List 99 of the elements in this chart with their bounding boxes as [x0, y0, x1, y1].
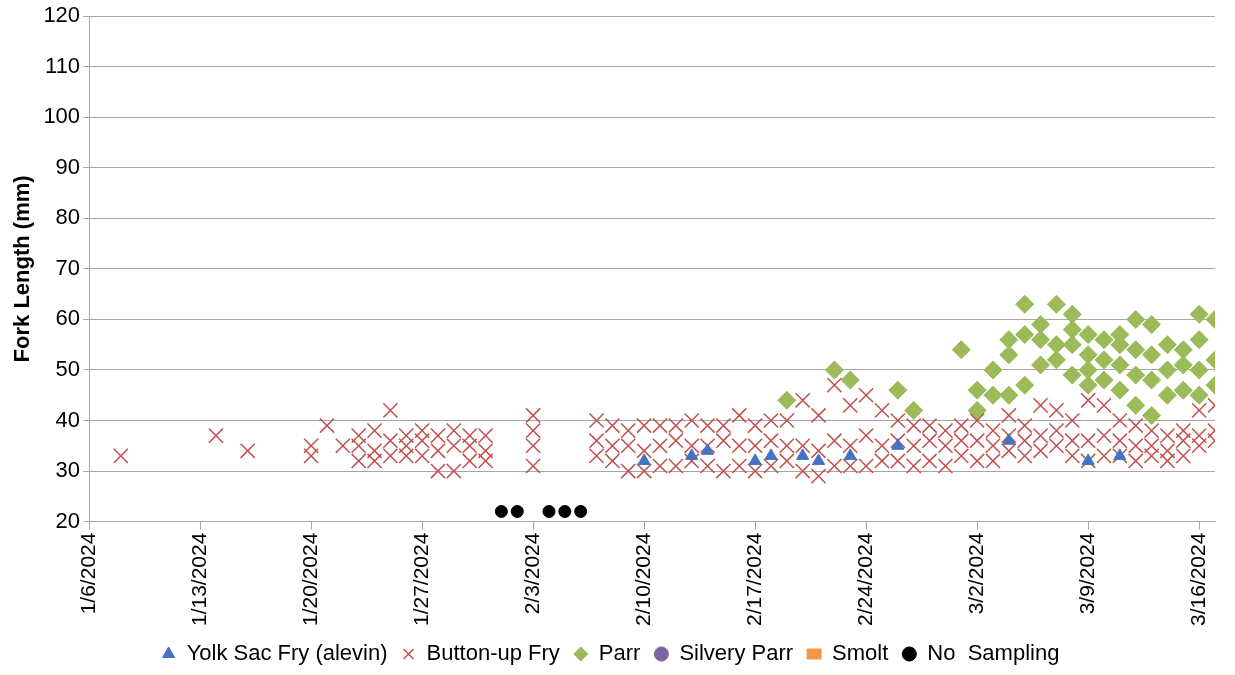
y-tick-label: 50: [55, 356, 81, 382]
point: [1189, 385, 1209, 405]
y-tick-label: 90: [55, 153, 81, 179]
point: [510, 504, 524, 518]
y-tick-label: 30: [55, 457, 81, 483]
point: [967, 400, 987, 420]
point: [1157, 335, 1177, 355]
point: [700, 443, 715, 455]
point: [1142, 345, 1162, 365]
point: [1015, 325, 1035, 345]
point: [1142, 314, 1162, 334]
point: [1046, 335, 1066, 355]
y-tick-label: 110: [45, 52, 81, 78]
point: [1046, 294, 1066, 314]
y-tick-label: 20: [55, 507, 81, 533]
point: [777, 390, 797, 410]
point: [1173, 340, 1193, 360]
point: [1113, 448, 1127, 460]
point: [1126, 340, 1146, 360]
point: [637, 453, 651, 465]
y-tick-label: 40: [55, 406, 81, 432]
point: [1062, 304, 1082, 324]
point: [1078, 375, 1098, 395]
point: [888, 380, 908, 400]
point: [1081, 453, 1095, 465]
point: [1094, 370, 1114, 390]
point: [1094, 350, 1114, 370]
point: [764, 448, 778, 460]
point: [1126, 365, 1146, 385]
x-tick-label: 2/24/2024: [852, 532, 876, 627]
point: [1157, 360, 1177, 380]
point: [1173, 355, 1193, 375]
legend-label: No Sampling: [927, 640, 1060, 666]
point: [1189, 360, 1209, 380]
point: [796, 448, 810, 460]
point: [494, 504, 508, 518]
y-tick-label: 60: [55, 305, 81, 331]
point: [1015, 375, 1035, 395]
point: [1031, 314, 1051, 334]
point: [1110, 355, 1130, 375]
point: [824, 360, 844, 380]
point: [1142, 405, 1162, 425]
point: [1142, 370, 1162, 390]
point: [904, 400, 924, 420]
x-tick-label: 1/27/2024: [408, 532, 432, 627]
y-tick-label: 80: [55, 204, 81, 230]
point: [812, 453, 826, 465]
point: [1126, 395, 1146, 415]
point: [843, 448, 857, 460]
y-axis-title: Fork Length (mm): [9, 175, 35, 363]
x-tick-label: 1/20/2024: [297, 532, 321, 627]
point: [1031, 330, 1051, 350]
x-tick-label: 1/13/2024: [186, 532, 210, 627]
point: [558, 504, 572, 518]
legend-label: Smolt: [832, 640, 889, 666]
point: [1189, 330, 1209, 350]
x-tick-label: 2/10/2024: [630, 532, 654, 627]
legend-label: Button-up Fry: [426, 640, 560, 666]
point: [983, 385, 1003, 405]
x-tick-label: 3/16/2024: [1185, 532, 1209, 627]
point: [1046, 350, 1066, 370]
y-tick-label: 70: [55, 254, 81, 280]
x-tick-label: 1/6/2024: [75, 532, 99, 615]
point: [1078, 325, 1098, 345]
point: [1002, 433, 1016, 445]
legend-label: Silvery Parr: [679, 640, 794, 666]
point: [685, 448, 699, 460]
x-tick-label: 2/3/2024: [519, 532, 543, 615]
point: [999, 345, 1019, 365]
point: [1062, 365, 1082, 385]
point: [1157, 385, 1177, 405]
point: [574, 504, 588, 518]
point: [967, 380, 987, 400]
point: [748, 453, 762, 465]
point: [951, 340, 971, 360]
point: [542, 504, 556, 518]
x-tick-label: 2/17/2024: [741, 532, 765, 627]
point: [1078, 345, 1098, 365]
y-tick-label: 100: [43, 103, 81, 129]
point: [840, 370, 860, 390]
point: [1078, 360, 1098, 380]
point: [1189, 304, 1209, 324]
point: [1173, 380, 1193, 400]
point: [1062, 320, 1082, 340]
point: [891, 438, 905, 450]
point: [1031, 355, 1051, 375]
legend-label: Parr: [598, 640, 641, 666]
x-tick-label: 3/9/2024: [1074, 532, 1098, 615]
y-tick-label: 120: [43, 2, 81, 28]
point: [999, 330, 1019, 350]
point: [1126, 309, 1146, 329]
point: [1110, 380, 1130, 400]
x-tick-label: 3/2/2024: [963, 532, 987, 615]
point: [983, 360, 1003, 380]
legend-label: Yolk Sac Fry (alevin): [186, 640, 388, 666]
point: [1015, 294, 1035, 314]
point: [1062, 335, 1082, 355]
point: [999, 385, 1019, 405]
point: [1094, 330, 1114, 350]
